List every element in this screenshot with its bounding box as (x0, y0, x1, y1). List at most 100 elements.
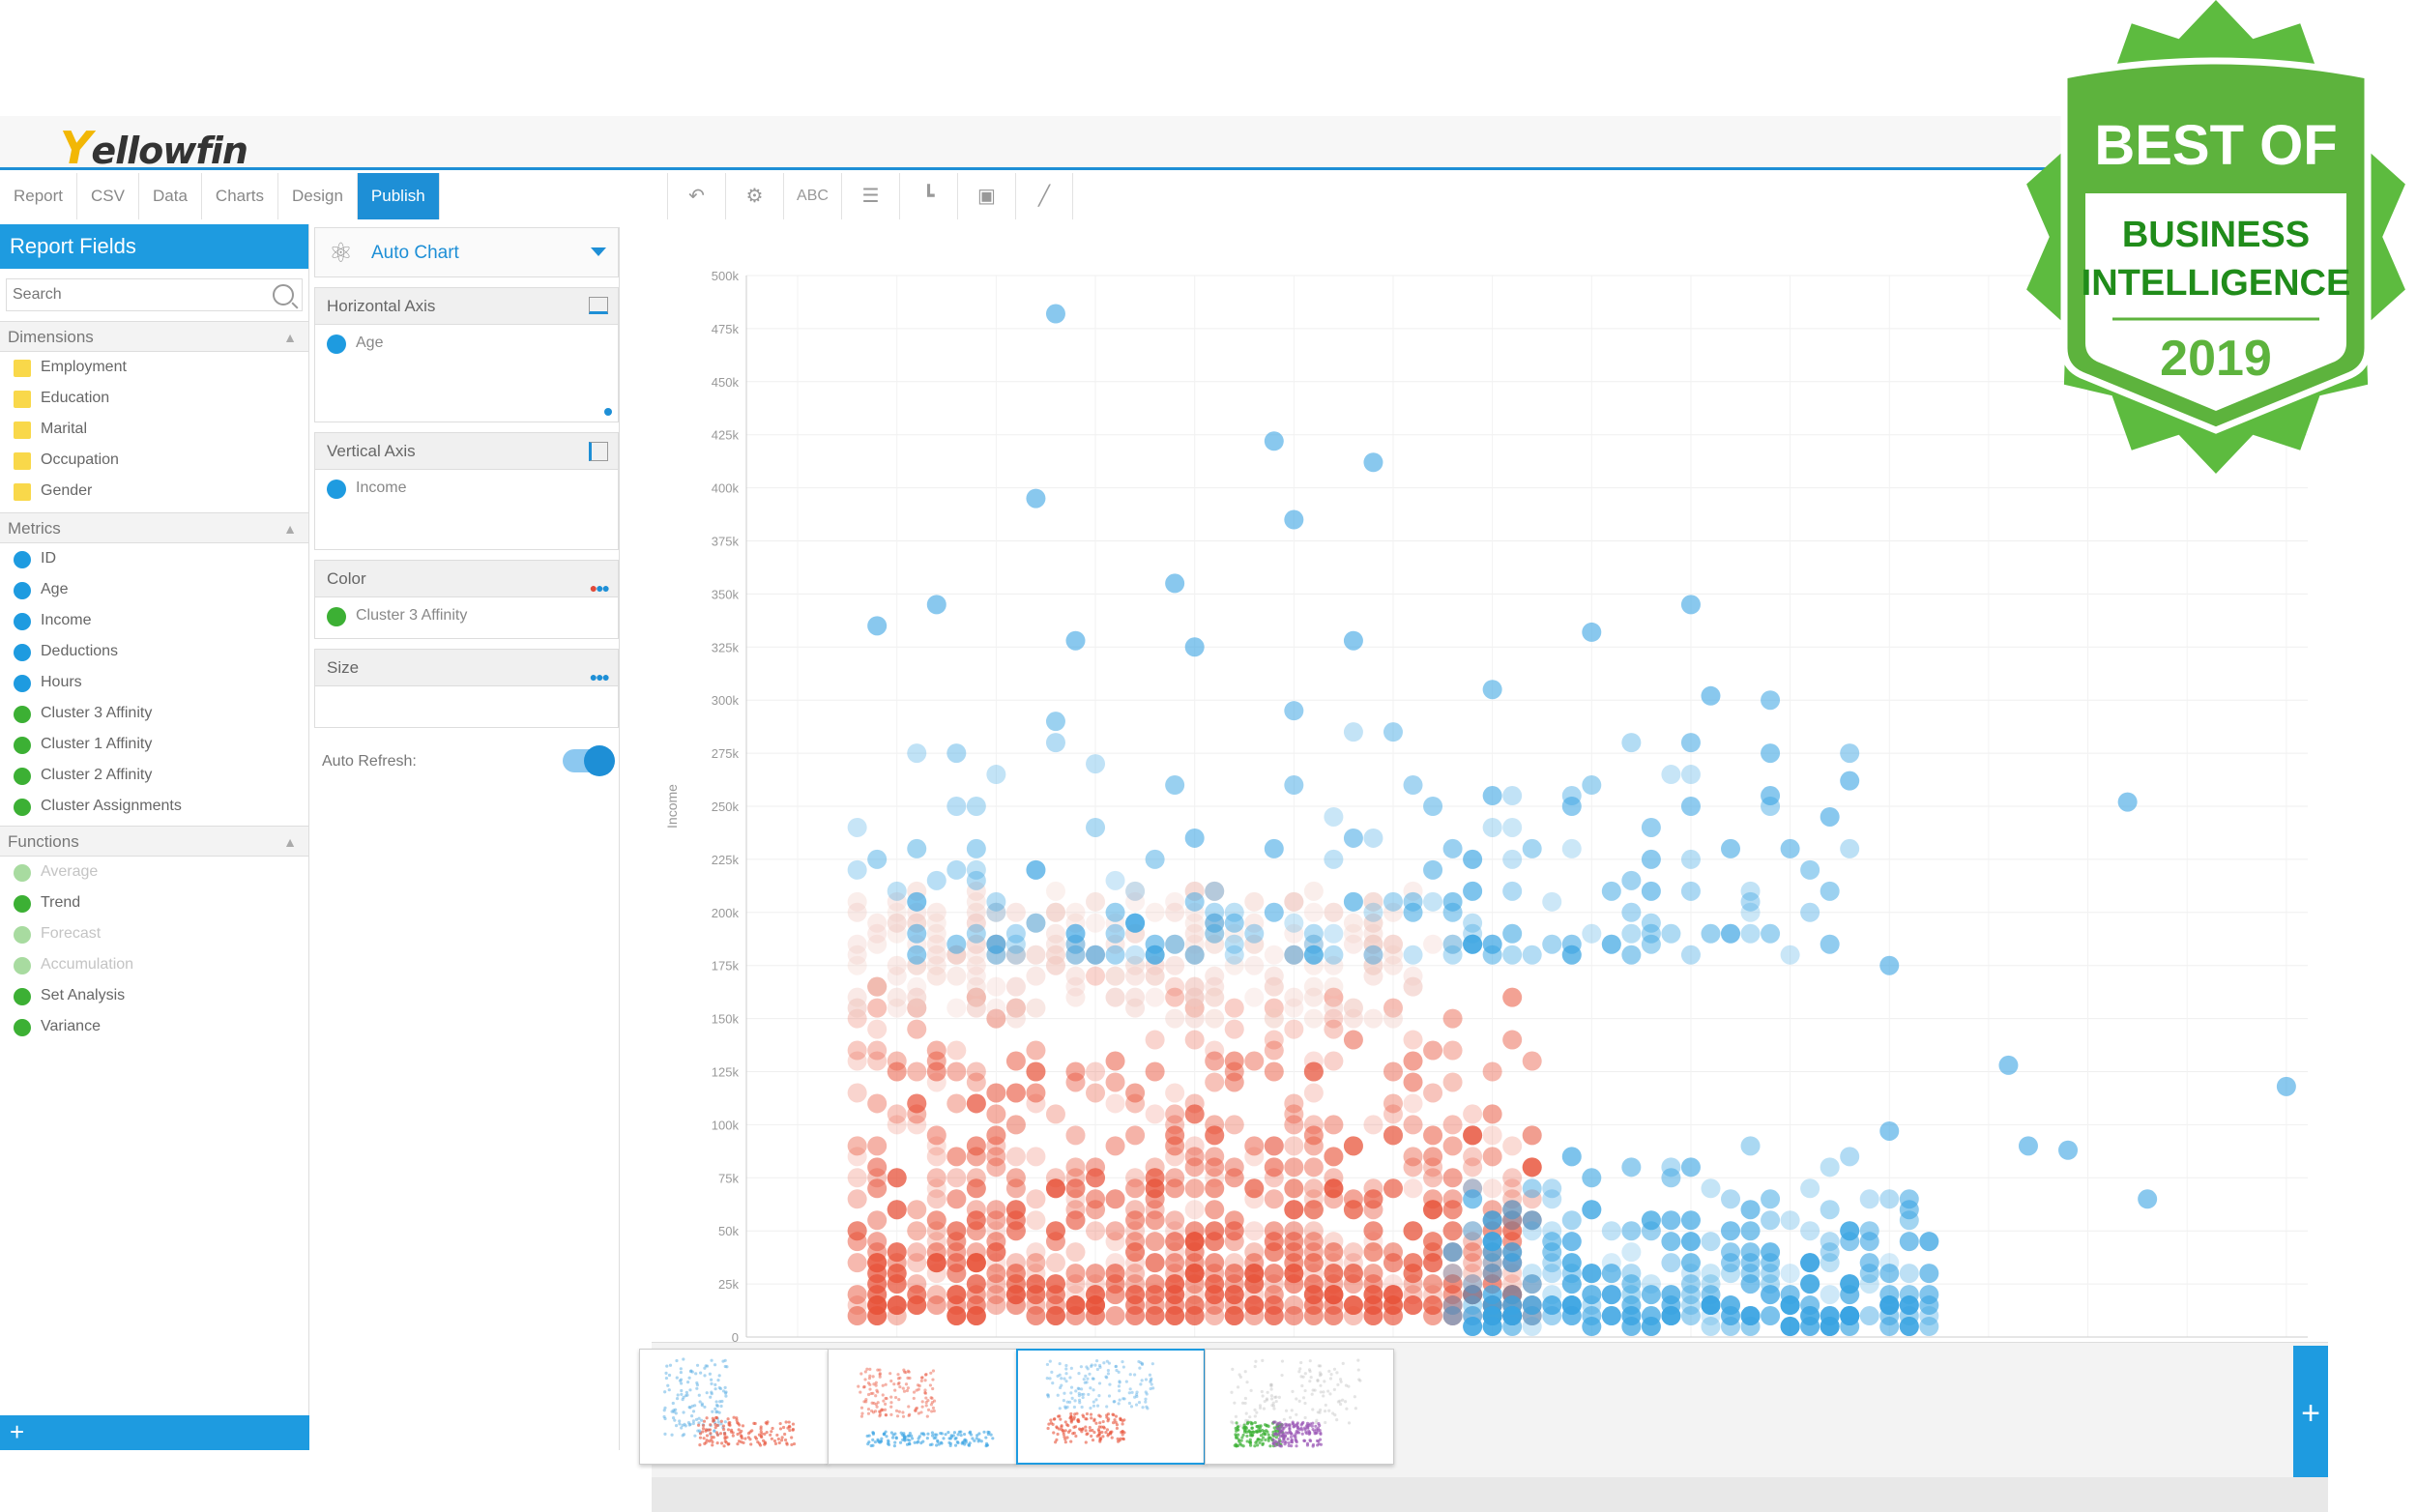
badge-line-intelligence: INTELLIGENCE (2082, 263, 2351, 304)
data-point (907, 923, 927, 944)
data-point (1482, 1317, 1502, 1337)
search-input[interactable] (7, 279, 258, 310)
thumb-point (869, 1443, 873, 1448)
image-icon[interactable]: ▣ (957, 173, 1015, 219)
size-options-icon[interactable]: ●●● (589, 669, 610, 684)
tab-data[interactable]: Data (139, 173, 202, 219)
vertical-axis-dropzone[interactable]: Income (315, 470, 618, 549)
age-field[interactable]: Age (315, 325, 618, 362)
thumb-point (930, 1400, 935, 1405)
data-point (1105, 1306, 1125, 1326)
thumb-point (866, 1407, 871, 1411)
yellowfin-logo[interactable]: Yellowfin (60, 122, 248, 174)
dimension-item[interactable]: Education (0, 383, 308, 414)
text-icon[interactable]: ABC (783, 173, 841, 219)
vertical-axis-icon[interactable] (589, 442, 608, 461)
thumb-point (700, 1404, 704, 1408)
data-point (867, 1019, 888, 1039)
metric-item[interactable]: Cluster 3 Affinity (0, 698, 308, 729)
metric-item[interactable]: Hours (0, 667, 308, 698)
list-icon[interactable]: ☰ (841, 173, 899, 219)
chevron-up-icon[interactable]: ▲ (283, 521, 297, 537)
thumb-1[interactable] (639, 1349, 829, 1465)
functions-header[interactable]: Functions ▲ (0, 826, 308, 857)
size-dropzone[interactable] (315, 686, 618, 727)
chevron-up-icon[interactable]: ▲ (283, 834, 297, 850)
data-point (1680, 1232, 1701, 1252)
thumb-point (884, 1396, 888, 1401)
chevron-up-icon[interactable]: ▲ (283, 330, 297, 345)
data-point (1324, 1178, 1344, 1199)
tab-csv[interactable]: CSV (77, 173, 139, 219)
resize-handle[interactable] (604, 408, 612, 416)
horizontal-axis-dropzone[interactable]: Age (315, 325, 618, 422)
dimension-item[interactable]: Marital (0, 414, 308, 445)
metric-item[interactable]: Deductions (0, 636, 308, 667)
thumb-3-preview (1045, 1358, 1155, 1444)
thumb-point (1144, 1397, 1148, 1401)
thumb-point (973, 1439, 976, 1442)
data-point (1224, 1210, 1244, 1231)
chevron-down-icon[interactable] (591, 247, 606, 256)
data-point (1641, 913, 1661, 933)
dimensions-header[interactable]: Dimensions ▲ (0, 321, 308, 352)
metric-item[interactable]: Age (0, 574, 308, 605)
search-icon[interactable] (273, 284, 294, 305)
auto-refresh-toggle[interactable] (563, 745, 615, 776)
chart-type-select[interactable]: ⚛ Auto Chart (314, 227, 619, 277)
metric-item[interactable]: Income (0, 605, 308, 636)
horizontal-axis-icon[interactable] (589, 297, 608, 314)
data-point (1761, 1285, 1781, 1305)
metric-item[interactable]: ID (0, 543, 308, 574)
data-point (1205, 902, 1225, 922)
thumb-4[interactable] (1205, 1349, 1394, 1465)
metric-item[interactable]: Cluster 1 Affinity (0, 729, 308, 760)
data-point (1502, 1221, 1523, 1241)
add-field-bar[interactable]: + (0, 1415, 309, 1450)
thumb-2[interactable] (828, 1349, 1017, 1465)
data-point (887, 1295, 907, 1316)
metric-item[interactable]: Cluster 2 Affinity (0, 760, 308, 791)
data-point (1740, 891, 1761, 912)
data-point (1582, 1264, 1602, 1284)
metric-item[interactable]: Cluster Assignments (0, 791, 308, 822)
tab-charts[interactable]: Charts (201, 173, 278, 219)
function-item[interactable]: Set Analysis (0, 980, 308, 1011)
function-item[interactable]: Trend (0, 887, 308, 918)
data-point (1184, 1200, 1205, 1220)
cluster-affinity-field[interactable]: Cluster 3 Affinity (315, 597, 618, 634)
data-point (1383, 934, 1403, 954)
thumb-point (1253, 1444, 1257, 1448)
metrics-header[interactable]: Metrics ▲ (0, 512, 308, 543)
thumb-point (931, 1369, 936, 1373)
undo-icon[interactable]: ↶ (667, 173, 725, 219)
chart-icon[interactable]: ╱ (1015, 173, 1073, 219)
y-axis-title: Income (664, 784, 680, 829)
thumb-point (1146, 1407, 1150, 1410)
thumb-point (1073, 1425, 1078, 1429)
data-point (1065, 934, 1086, 954)
dimension-item[interactable]: Gender (0, 476, 308, 507)
thumb-point (1151, 1386, 1155, 1390)
thumb-point (705, 1391, 709, 1395)
data-point (1284, 1264, 1304, 1284)
dimension-item[interactable]: Employment (0, 352, 308, 383)
color-options-icon[interactable]: ●●● (589, 580, 610, 596)
data-point (1561, 945, 1582, 965)
dimension-item[interactable]: Occupation (0, 445, 308, 476)
color-dropzone[interactable]: Cluster 3 Affinity (315, 597, 618, 638)
settings-icon[interactable]: ⚙ (725, 173, 783, 219)
tab-publish[interactable]: Publish (357, 173, 440, 219)
add-chart-button[interactable]: + (2293, 1346, 2328, 1481)
thumb-point (910, 1434, 914, 1438)
add-icon[interactable]: + (10, 1417, 25, 1446)
thumb-point (1317, 1439, 1321, 1443)
tab-report[interactable]: Report (0, 173, 78, 219)
axis-icon[interactable]: ┗ (899, 173, 957, 219)
function-item[interactable]: Variance (0, 1011, 308, 1042)
thumb-3[interactable] (1016, 1349, 1206, 1465)
data-point (946, 1061, 967, 1082)
dimension-label: Gender (41, 482, 93, 499)
income-field[interactable]: Income (315, 470, 618, 507)
tab-design[interactable]: Design (278, 173, 358, 219)
